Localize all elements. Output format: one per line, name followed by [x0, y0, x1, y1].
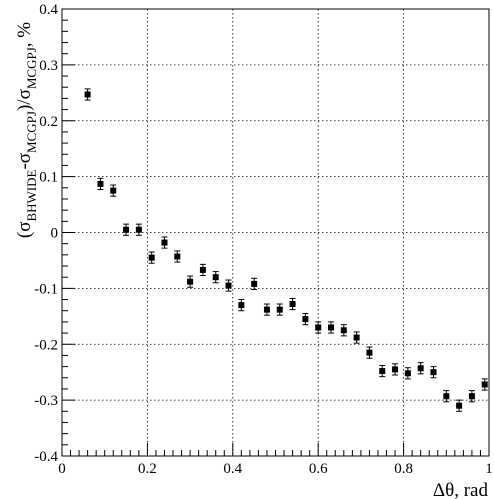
data-point — [481, 378, 488, 391]
y-tick-labels: -0.4 -0.3 -0.2 -0.1 0 0.1 0.2 0.3 0.4 — [34, 2, 58, 465]
point-marker — [84, 91, 91, 98]
point-marker — [315, 324, 322, 331]
point-marker — [468, 393, 475, 400]
data-point — [289, 297, 296, 311]
grid — [62, 9, 489, 456]
data-point — [443, 390, 450, 403]
data-point — [238, 299, 245, 312]
y-axis-label: (σBHWIDE-σMCGPJ)/σMCGPJ, % — [14, 22, 39, 238]
data-point — [392, 363, 399, 376]
point-marker — [456, 402, 463, 409]
data-point — [263, 303, 270, 316]
plot-frame — [61, 8, 490, 457]
point-marker — [289, 301, 296, 308]
x-tick-label: 0.8 — [394, 461, 413, 477]
point-marker — [379, 368, 386, 375]
point-marker — [251, 280, 258, 287]
point-marker — [353, 334, 360, 341]
x-tick-labels: 0 0.2 0.4 0.6 0.8 1 — [58, 461, 493, 477]
point-marker — [161, 239, 168, 246]
point-marker — [174, 253, 181, 260]
point-marker — [110, 187, 117, 194]
x-tick-label: 0.2 — [138, 461, 157, 477]
point-marker — [148, 254, 155, 261]
y-label-mid: -σ — [14, 153, 35, 170]
x-tick-label: 0 — [58, 461, 66, 477]
y-label-tail: , % — [14, 22, 35, 48]
x-axis-label: Δθ, rad — [433, 480, 489, 499]
data-point — [148, 251, 155, 264]
data-point — [353, 331, 360, 344]
point-marker — [97, 180, 104, 187]
x-tick-label: 1 — [485, 461, 493, 477]
y-label-open: (σ — [14, 222, 35, 239]
y-label-close: )/σ — [14, 89, 35, 111]
point-marker — [392, 366, 399, 373]
point-marker — [417, 365, 424, 372]
point-marker — [212, 274, 219, 281]
data-point — [379, 364, 386, 378]
y-tick-label: 0 — [51, 226, 59, 242]
data-point — [366, 346, 373, 359]
data-point — [84, 88, 91, 101]
data-point — [430, 366, 437, 379]
point-marker — [366, 349, 373, 356]
y-tick-label: 0.4 — [39, 2, 58, 18]
data-point — [251, 277, 258, 290]
point-marker — [276, 306, 283, 313]
data-point — [456, 399, 463, 412]
data-point — [315, 321, 322, 334]
point-marker — [340, 327, 347, 334]
x-tick-label: 0.6 — [309, 461, 328, 477]
data-point — [404, 367, 411, 380]
data-point — [161, 236, 168, 249]
point-marker — [430, 369, 437, 376]
axis-ticks — [61, 8, 490, 457]
y-tick-label: 0.1 — [39, 170, 58, 186]
point-marker — [238, 302, 245, 309]
point-marker — [225, 282, 232, 289]
point-marker — [404, 370, 411, 377]
y-tick-label: 0.2 — [39, 114, 58, 130]
data-point — [135, 223, 142, 236]
point-marker — [443, 393, 450, 400]
data-point — [328, 321, 335, 334]
point-marker — [263, 306, 270, 313]
data-point — [199, 263, 206, 277]
point-marker — [302, 316, 309, 323]
point-marker — [135, 226, 142, 233]
data-points — [84, 88, 488, 412]
data-point — [417, 362, 424, 375]
point-marker — [199, 266, 206, 273]
data-point — [97, 177, 104, 190]
data-point — [302, 313, 309, 326]
y-tick-label: -0.1 — [34, 281, 58, 297]
y-tick-label: 0.3 — [39, 58, 58, 74]
y-label-sub-mcgpj: MCGPJ — [24, 111, 39, 153]
y-label-sub-bhwide: BHWIDE — [24, 169, 39, 221]
data-point — [123, 223, 130, 236]
data-point — [110, 184, 117, 197]
point-marker — [328, 324, 335, 331]
data-point — [468, 390, 475, 403]
x-tick-label: 0.4 — [223, 461, 242, 477]
point-marker — [123, 226, 130, 233]
y-tick-label: -0.4 — [34, 449, 58, 465]
y-tick-label: -0.2 — [34, 337, 58, 353]
point-marker — [481, 381, 488, 388]
data-point — [174, 250, 181, 263]
data-point — [187, 275, 194, 288]
data-point — [340, 324, 347, 337]
y-tick-label: -0.3 — [34, 393, 58, 409]
data-point — [225, 279, 232, 292]
data-point — [212, 271, 219, 284]
data-point — [276, 303, 283, 316]
y-label-sub-mcgpj-2: MCGPJ — [24, 47, 39, 89]
point-marker — [187, 278, 194, 285]
